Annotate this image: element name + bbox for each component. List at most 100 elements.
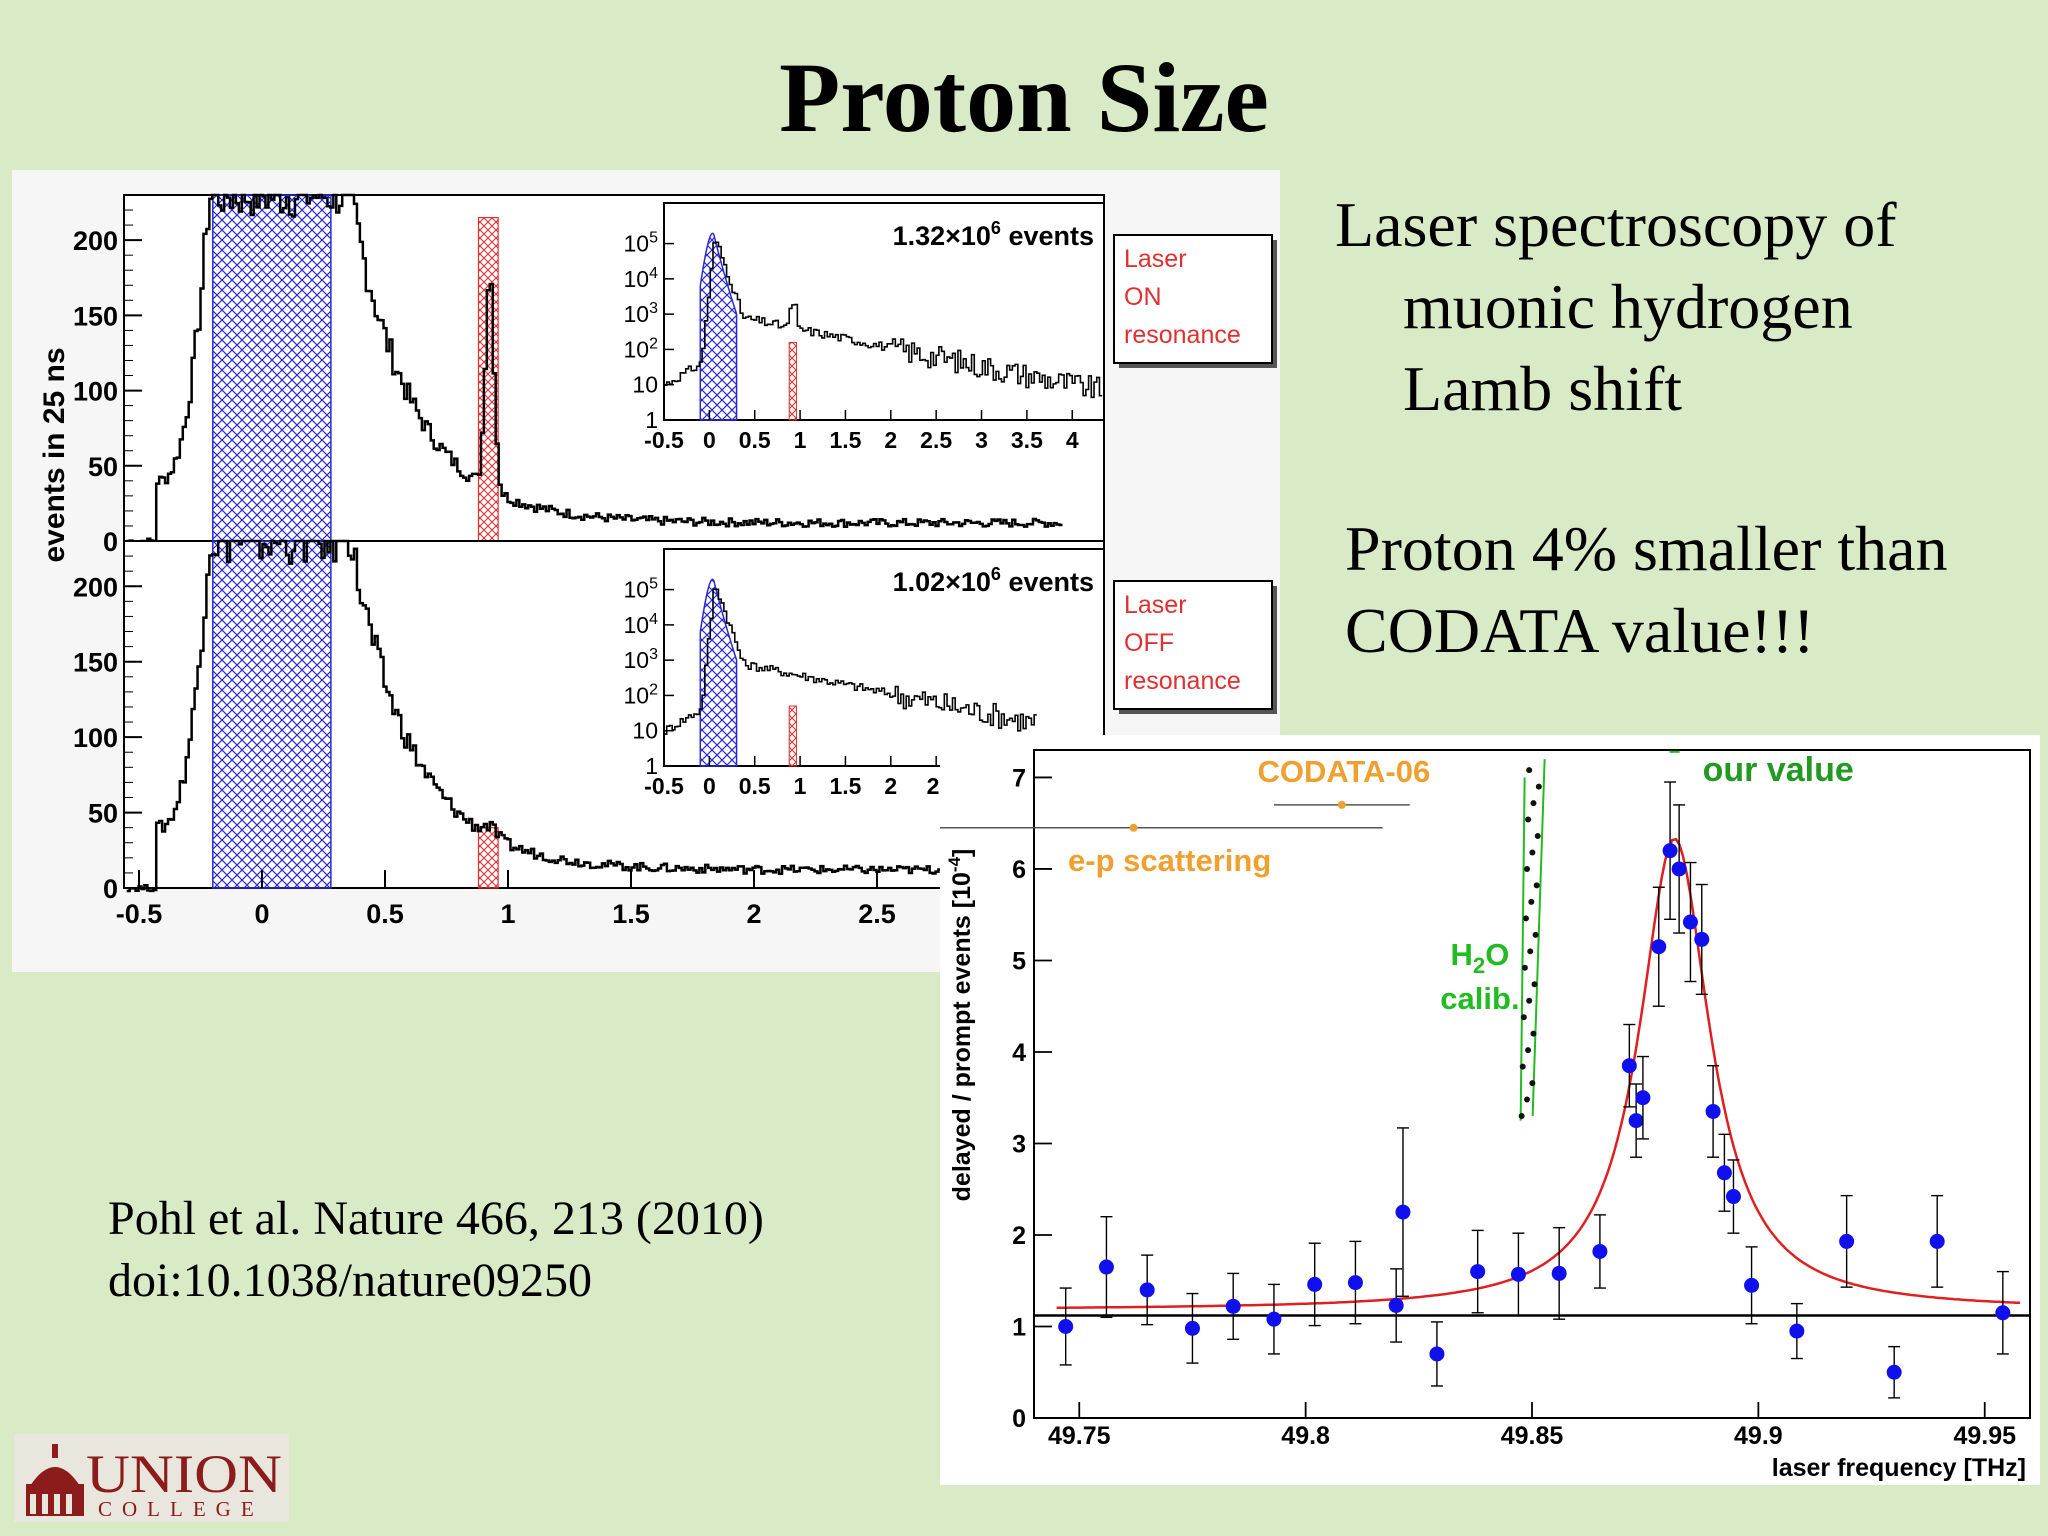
calib-dot [1534,833,1541,840]
data-point [1184,1320,1200,1336]
inset-x-tick-label: 1.5 [829,773,861,799]
data-point [1929,1233,1945,1249]
inset-delayed-fill [788,705,797,767]
legend-box [1113,580,1273,710]
calib-dot [1532,931,1539,938]
time-spectrum-figure: events in 25 ns 0 50 100 150 200 Laser ON reson… [12,170,1280,972]
resonance-plot: 0 1 2 3 4 5 6 7 49.75 49.8 49.85 49.9 49.95 CODATA-06… [884,749,2031,1450]
calib-line-2 [1531,759,1546,1117]
y-tick-label: 0 [103,527,118,557]
inset-histogram [664,241,1103,399]
legend-text: ON [1124,283,1162,311]
calib-dot [1530,800,1537,807]
data-point [1789,1323,1805,1339]
scan-y-tick-label: 4 [1012,1039,1026,1067]
data-point [1705,1103,1721,1119]
calib-dot [1525,816,1532,823]
inset-x-tick-label: 1 [794,427,807,453]
data-point [1225,1298,1241,1314]
reference-line-1: Pohl et al. Nature 466, 213 (2010) [108,1192,764,1245]
inset-prompt-fill [699,578,738,767]
x-tick-label: 1.5 [612,899,650,929]
y-tick-label: 100 [73,723,118,753]
intro-line-1: Laser spectroscopy of [1335,189,1897,260]
inset-y-tick-label: 103 [624,646,659,673]
inset-x-tick-label: 2 [884,427,897,453]
logo-sub: COLLEGE [98,1497,264,1521]
inset-prompt-fill [699,232,738,421]
inset-x-tick-label: 2.5 [920,427,952,453]
bottom-x-axis: -0.5 0 0.5 1 1.5 2 2.5 [116,870,896,929]
scan-x-tick-label: 49.75 [1048,1422,1111,1450]
legend-text: Laser [1124,591,1187,619]
histogram-line [126,193,1063,545]
y-tick-label: 150 [73,648,118,678]
inset-y-tick-label: 105 [624,230,659,257]
data-point [1139,1282,1155,1298]
data-point [1651,939,1667,955]
data-point [1995,1305,2011,1321]
calib-dot [1518,1113,1525,1120]
x-tick-label: 2.5 [858,899,896,929]
y-tick-label: 150 [73,301,118,331]
chapel-dome-icon [26,1444,84,1516]
reference: Pohl et al. Nature 466, 213 (2010) doi:1… [108,1188,764,1312]
scan-y-tick-label: 5 [1012,947,1026,975]
intro-line-3: Lamb shift [1403,353,1683,424]
inset-delayed-fill [788,341,797,421]
inset-y-tick-label: 1 [645,753,658,779]
data-point [1388,1297,1404,1313]
data-point [1839,1233,1855,1249]
scan-x-tick-label: 49.85 [1501,1422,1564,1450]
data-point [1395,1204,1411,1220]
calib-dot [1528,898,1535,905]
union-college-logo: UNION COLLEGE [14,1434,289,1522]
our-value-label: our value [1703,751,1854,789]
prompt-band [212,194,332,542]
inset-x-tick-label: 2 [884,773,897,799]
calib-dot [1525,1047,1532,1054]
inset-frame [663,202,1105,421]
y-tick-label: 200 [73,572,118,602]
data-point [1682,914,1698,930]
inset-histogram [664,588,1037,735]
data-point [1098,1259,1114,1275]
scan-y-tick-label: 1 [1012,1313,1026,1341]
calib-dot [1530,1030,1537,1037]
inset-x-tick-label: 0 [703,427,716,453]
scan-y-tick-label: 2 [1012,1222,1026,1250]
inset-frame [663,548,1105,767]
data-point [1510,1266,1526,1282]
inset-y-tick-label: 104 [624,611,659,638]
calib-dot [1520,1014,1527,1021]
data-point [1886,1364,1902,1380]
legend-text: OFF [1124,629,1174,657]
data-point [1671,861,1687,877]
x-tick-label: 0 [254,899,269,929]
finding-line-2: CODATA value!!! [1345,595,1815,666]
inset-x-tick-label: 0.5 [739,773,771,799]
data-point [1592,1243,1608,1259]
legend-box [1113,234,1273,364]
y-tick-label: 0 [103,874,118,904]
inset-y-tick-label: 10 [632,372,658,398]
scan-y-tick-label: 3 [1012,1130,1026,1158]
data-point [1551,1265,1567,1281]
calib-dot [1524,1096,1531,1103]
scan-y-tick-label: 7 [1012,764,1026,792]
histogram-line [126,539,1063,893]
logo-name: UNION [86,1444,282,1504]
ep-label: e-p scattering [1068,843,1271,878]
finding-line-1: Proton 4% smaller than [1345,513,1948,584]
h2o-label: H2O [1451,937,1510,978]
codata-point [1337,800,1346,809]
data-point [1266,1311,1282,1327]
calib-dot [1526,767,1533,774]
data-point [1628,1113,1644,1129]
inset-x-tick-label: 3.5 [1011,427,1043,453]
y-tick-label: 200 [73,226,118,256]
y-axis-label: events in 25 ns [38,347,71,562]
logo-svg: UNION COLLEGE [26,1444,282,1521]
inset-x-tick-label: 0.5 [739,427,771,453]
inset-y-tick-label: 102 [624,335,659,362]
